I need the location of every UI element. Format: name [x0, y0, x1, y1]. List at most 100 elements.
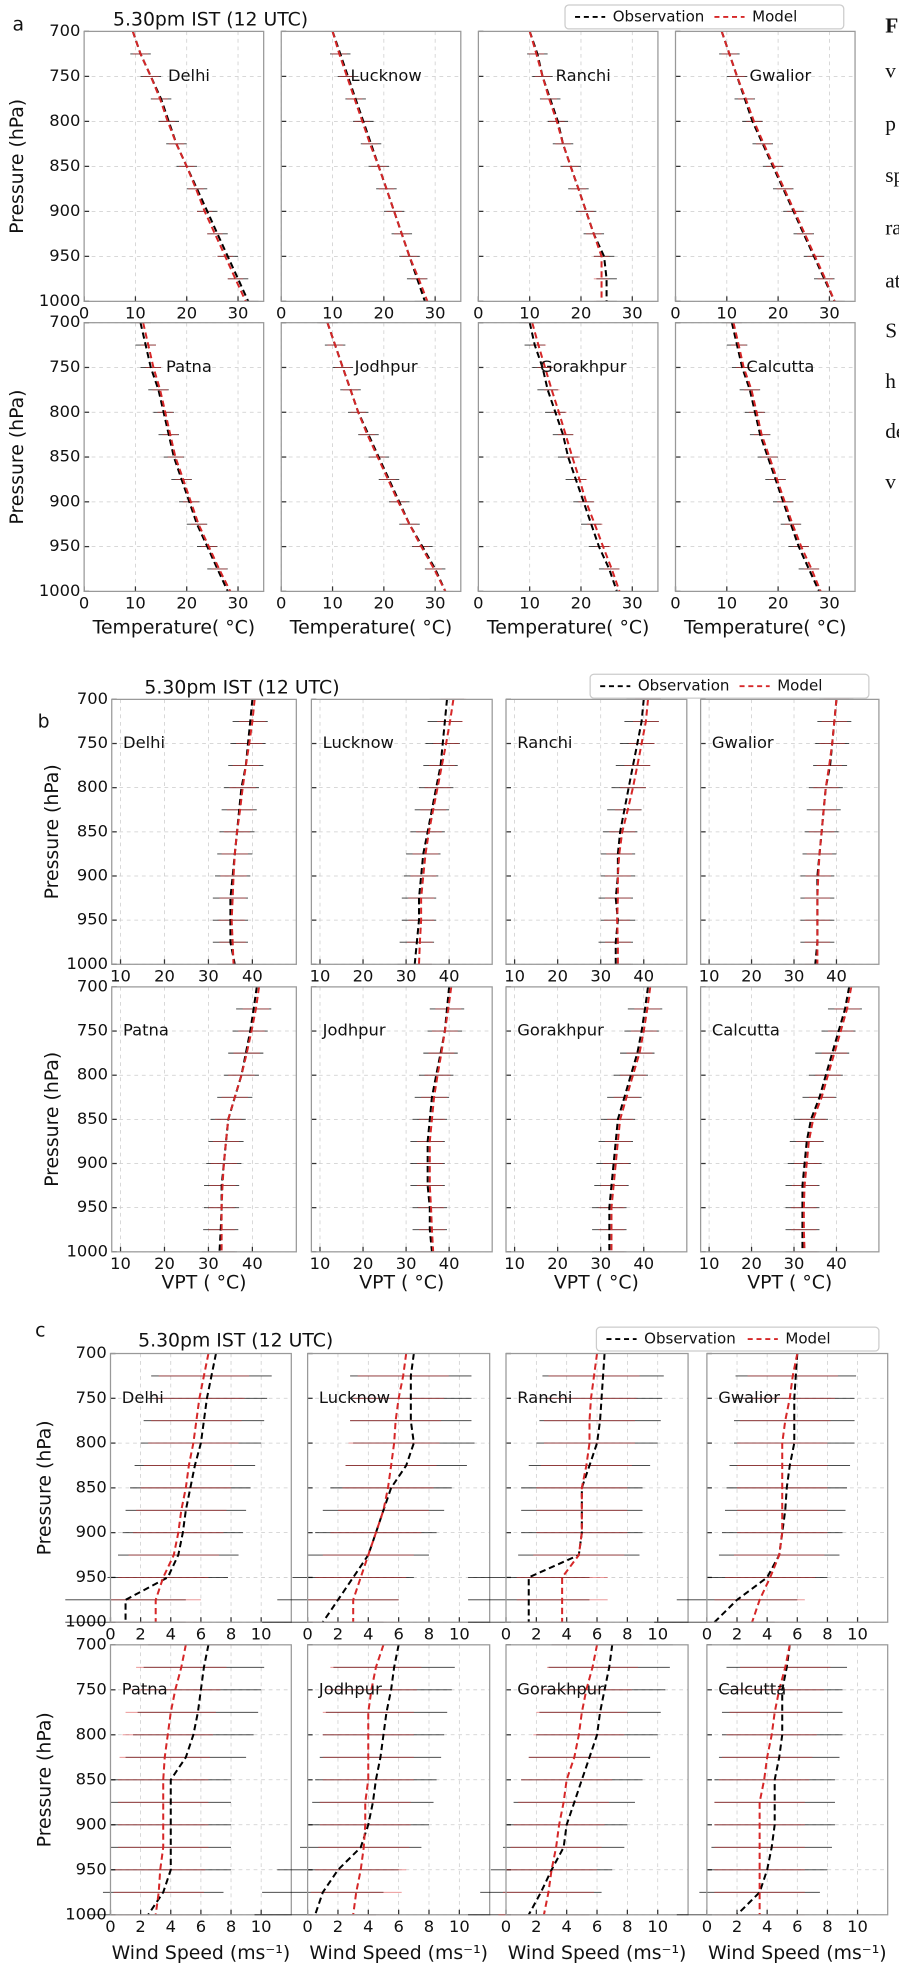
x-tick-label: 10 — [716, 303, 737, 322]
legend-box — [595, 1326, 880, 1352]
subplot: 0 2 4 6 8 10 700 750 800 850 900 950 1000 Patna Wind S… — [65, 1634, 292, 1964]
x-tick-label: 10 — [322, 593, 343, 612]
x-tick-label: 2 — [732, 1917, 742, 1936]
x-tick-label: 30 — [198, 966, 219, 985]
axes-frame — [280, 322, 462, 593]
x-tick-label: 4 — [166, 1624, 176, 1643]
x-axis-label: VPT ( °C) — [554, 1273, 639, 1294]
subplot: 0 2 4 6 8 10 Ranchi — [468, 1352, 689, 1643]
subplot: 10 20 30 40 Calcutta VPT ( °C) — [699, 986, 880, 1294]
station-label: Jodhpur — [354, 357, 418, 376]
subplot: 0 10 20 30 Ranchi — [473, 30, 659, 322]
x-tick-label: 0 — [276, 593, 286, 612]
x-tick-label: 20 — [176, 303, 197, 322]
subplot: 0 10 20 30 Gorakhpur Temperature( °C) — [473, 322, 659, 638]
x-tick-label: 10 — [125, 593, 146, 612]
x-tick-label: 4 — [166, 1917, 176, 1936]
subplot: 10 20 30 40 700 750 800 850 900 950 1000 Patna VPT (… — [66, 976, 297, 1294]
x-tick-label: 40 — [826, 1254, 847, 1273]
legend-label: Model — [785, 1330, 830, 1348]
y-tick-label: 950 — [49, 246, 80, 265]
y-tick-label: 950 — [76, 1567, 107, 1586]
legend-box — [564, 4, 845, 30]
x-tick-label: 10 — [322, 303, 343, 322]
y-tick-label: 1000 — [39, 581, 81, 600]
x-tick-label: 0 — [105, 1917, 115, 1936]
side-text: sp — [885, 163, 899, 187]
y-tick-label: 900 — [76, 1522, 107, 1541]
x-tick-label: 4 — [363, 1917, 373, 1936]
profile-line — [616, 699, 650, 965]
profile-line — [802, 986, 853, 1252]
profile-line — [142, 322, 232, 592]
panel-title: 5.30pm IST (12 UTC) — [144, 678, 339, 699]
axes-frame — [109, 1352, 292, 1623]
profile-line — [314, 1644, 400, 1916]
y-tick-label: 1000 — [65, 1612, 107, 1631]
y-tick-label: 700 — [77, 976, 108, 995]
subplot: 0 2 4 6 8 10 Lucknow — [262, 1352, 491, 1643]
subplot: 10 20 30 40 Lucknow — [310, 698, 493, 985]
x-tick-label: 10 — [647, 1917, 668, 1936]
axes-frame — [505, 986, 688, 1253]
axes-frame — [505, 698, 688, 965]
profile-line — [154, 1644, 187, 1915]
x-tick-label: 10 — [251, 1624, 272, 1643]
x-tick-label: 0 — [501, 1917, 511, 1936]
x-tick-label: 8 — [622, 1624, 632, 1643]
x-tick-label: 8 — [424, 1624, 434, 1643]
axes-frame — [674, 30, 856, 302]
y-tick-label: 850 — [76, 1477, 107, 1496]
profile-line — [124, 1353, 217, 1623]
x-tick-label: 40 — [826, 966, 847, 985]
x-tick-label: 30 — [819, 593, 840, 612]
x-tick-label: 30 — [622, 593, 643, 612]
x-tick-label: 30 — [425, 593, 446, 612]
x-axis-label: VPT ( °C) — [162, 1273, 247, 1294]
station-label: Lucknow — [350, 66, 421, 85]
x-tick-label: 30 — [590, 1254, 611, 1273]
x-tick-label: 30 — [784, 966, 805, 985]
panel-label: b — [38, 711, 50, 732]
station-label: Delhi — [123, 733, 165, 752]
axes-frame — [280, 30, 462, 302]
subplot: 0 10 20 30 700 750 800 850 900 950 1000 Patna Temper… — [39, 312, 265, 638]
x-tick-label: 20 — [353, 1254, 374, 1273]
subplot: 10 20 30 40 Ranchi — [504, 698, 688, 985]
x-tick-label: 20 — [741, 966, 762, 985]
x-tick-label: 2 — [333, 1624, 343, 1643]
y-axis-label: Pressure (hPa) — [35, 1420, 56, 1555]
station-label: Delhi — [122, 1388, 164, 1407]
y-axis-label: Pressure (hPa) — [42, 764, 63, 899]
station-label: Gorakhpur — [540, 357, 627, 376]
side-text: S — [885, 319, 897, 343]
x-tick-label: 30 — [425, 303, 446, 322]
x-tick-label: 20 — [353, 966, 374, 985]
side-text: v — [885, 59, 896, 83]
subplot: 10 20 30 40 Gorakhpur VPT ( °C) — [504, 986, 688, 1294]
x-tick-label: 30 — [622, 303, 643, 322]
station-label: Patna — [122, 1679, 168, 1698]
axes-frame — [306, 1352, 491, 1623]
x-tick-label: 6 — [393, 1917, 403, 1936]
subplot: 0 10 20 30 Jodhpur Temperature( °C) — [276, 322, 462, 638]
subplot: 10 20 30 40 Jodhpur VPT ( °C) — [310, 986, 493, 1294]
x-tick-label: 10 — [699, 1254, 720, 1273]
x-tick-label: 30 — [198, 1254, 219, 1273]
profile-line — [326, 322, 447, 592]
subplot: 0 10 20 30 Lucknow — [276, 30, 462, 322]
x-axis-label: Temperature( °C) — [486, 617, 650, 638]
subplot: 10 20 30 40 700 750 800 850 900 950 1000 Delhi — [66, 689, 297, 985]
x-tick-label: 0 — [79, 593, 89, 612]
profile-line — [528, 322, 618, 592]
x-tick-label: 0 — [702, 1624, 712, 1643]
side-text: p — [885, 111, 896, 135]
legend-label: Model — [752, 7, 797, 25]
y-tick-label: 950 — [77, 1197, 108, 1216]
x-tick-label: 20 — [373, 593, 394, 612]
y-tick-label: 900 — [77, 1153, 108, 1172]
x-tick-label: 10 — [125, 303, 146, 322]
profile-line — [154, 1353, 210, 1623]
x-tick-label: 4 — [762, 1624, 772, 1643]
station-label: Calcutta — [746, 357, 814, 376]
